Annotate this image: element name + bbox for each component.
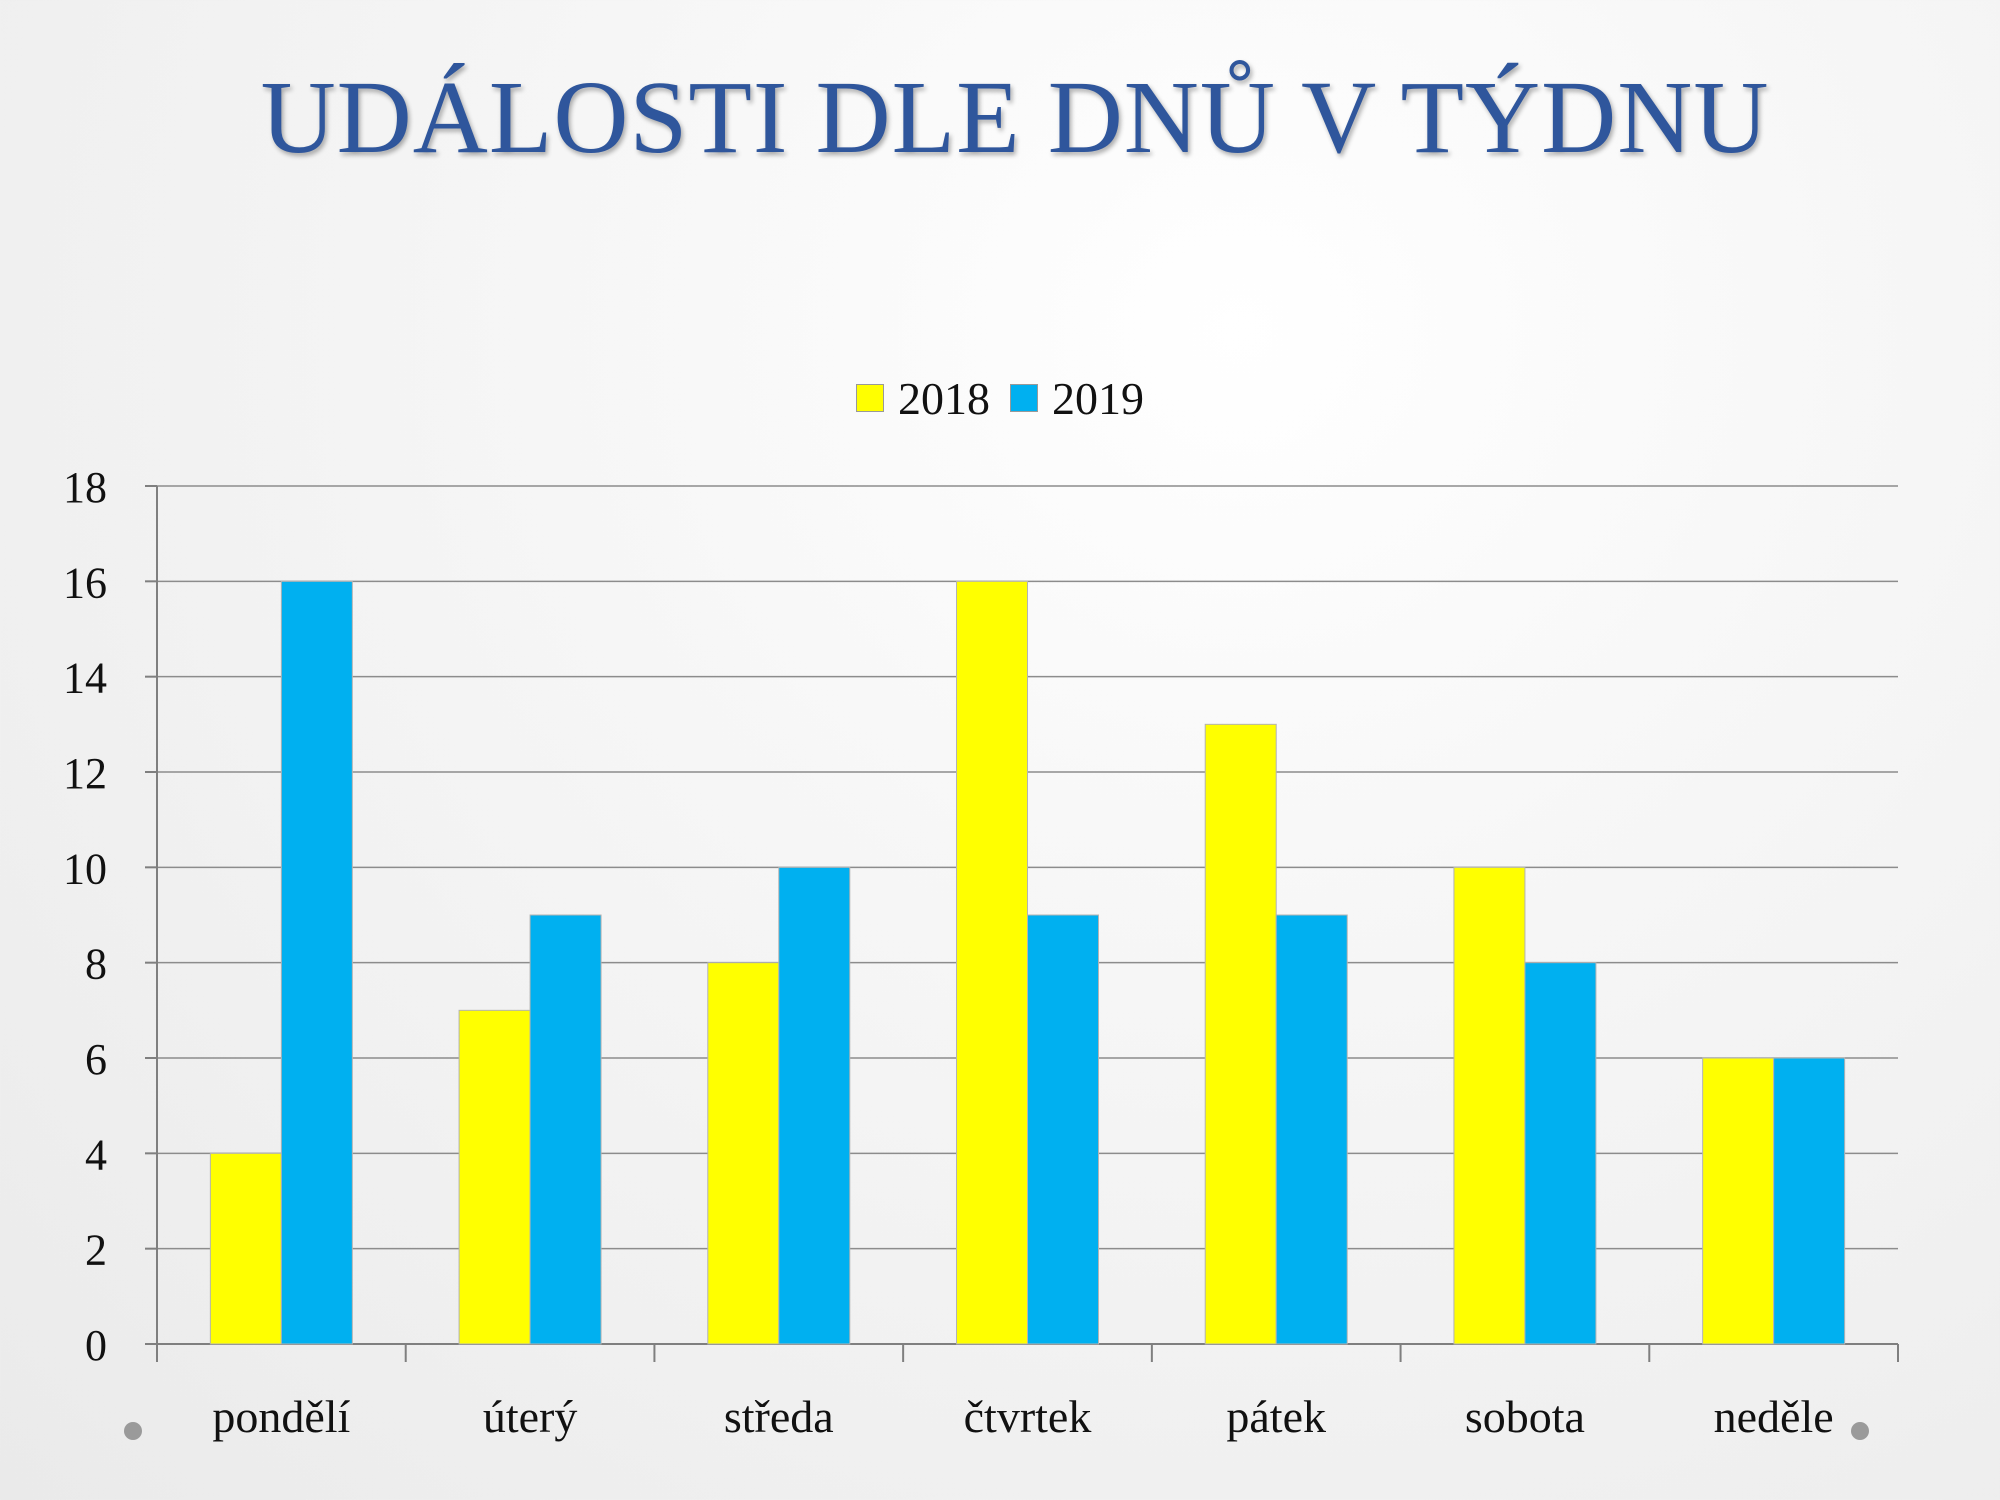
y-tick-label: 8	[85, 940, 107, 989]
bar-2019-pondělí	[280, 580, 353, 1345]
y-tick-label: 18	[63, 463, 107, 512]
bullet-dot-right	[1851, 1422, 1869, 1440]
legend-item-2019: 2019	[1010, 372, 1144, 425]
legend-label-2018: 2018	[898, 372, 990, 424]
y-tick-label: 6	[85, 1035, 107, 1084]
bar-2019-středa	[778, 866, 851, 1345]
bar-2018-sobota	[1453, 866, 1526, 1345]
slide-title: UDÁLOSTI DLE DNŮ V TÝDNU	[260, 60, 1770, 175]
bar-2018-pátek	[1204, 723, 1277, 1345]
legend-label-2019: 2019	[1052, 372, 1144, 424]
x-category-label: neděle	[1714, 1391, 1834, 1442]
bar-2018-čtvrtek	[956, 580, 1028, 1345]
bar-2019-neděle	[1773, 1057, 1846, 1345]
bar-2019-čtvrtek	[1027, 914, 1099, 1345]
x-category-label: úterý	[483, 1391, 578, 1442]
y-tick-label: 12	[63, 749, 107, 798]
y-tick-label: 4	[85, 1130, 107, 1179]
y-tick-label: 2	[85, 1226, 107, 1275]
legend-item-2018: 2018	[856, 372, 990, 425]
bar-2018-pondělí	[209, 1152, 282, 1345]
x-category-label: středa	[724, 1391, 834, 1442]
x-category-label: sobota	[1465, 1391, 1585, 1442]
legend-swatch-2018	[856, 384, 884, 412]
chart-legend: 2018 2019	[0, 368, 2000, 428]
bar-2019-pátek	[1275, 914, 1348, 1345]
y-tick-label: 14	[63, 654, 107, 703]
bar-2019-úterý	[529, 914, 602, 1345]
y-tick-label: 0	[85, 1321, 107, 1370]
bar-2019-sobota	[1524, 962, 1597, 1345]
y-tick-label: 10	[63, 844, 107, 893]
legend-swatch-2019	[1010, 384, 1038, 412]
bullet-dot-left	[124, 1422, 142, 1440]
x-category-label: pondělí	[212, 1391, 350, 1442]
bar-2018-neděle	[1702, 1057, 1775, 1345]
y-tick-label: 16	[63, 558, 107, 607]
bar-2018-úterý	[458, 1009, 531, 1345]
x-category-label: čtvrtek	[964, 1391, 1092, 1442]
x-category-label: pátek	[1226, 1391, 1326, 1442]
bar-2018-středa	[707, 962, 780, 1345]
